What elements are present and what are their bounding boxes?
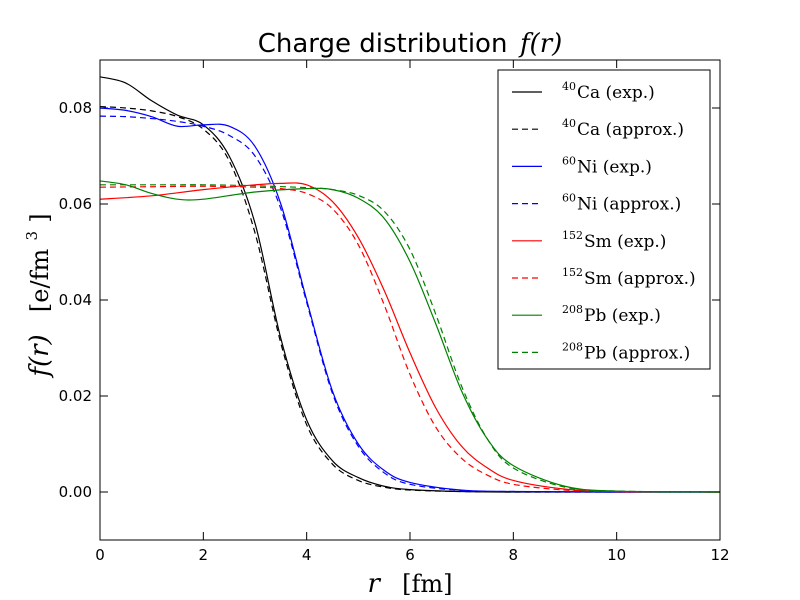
legend-label: 208Pb (approx.) [562, 340, 690, 363]
legend-label: 40Ca (exp.) [562, 80, 655, 103]
x-axis-label-var: r [367, 569, 381, 599]
legend-label: 60Ni (approx.) [562, 192, 681, 215]
svg-text:f(r) [e/fm 3: f(r) [e/fm 3 ] [14, 213, 55, 378]
y-tick-label: 0.00 [59, 483, 92, 501]
series-line-208-pb-approx [100, 184, 721, 493]
y-axis-label-close: ] [26, 213, 54, 222]
x-tick-label: 10 [607, 546, 626, 564]
chart-title-math: f(r) [518, 29, 562, 59]
x-tick-label: 8 [509, 546, 519, 564]
x-tick-label: 0 [95, 546, 105, 564]
y-tick-label: 0.08 [59, 99, 92, 117]
series-line-152-sm-approx [99, 185, 721, 493]
y-tick-label: 0.04 [59, 291, 92, 309]
x-tick-label: 12 [710, 546, 729, 564]
plot-lines [99, 76, 721, 493]
y-tick-label: 0.02 [59, 387, 92, 405]
chart-title: Charge distribution f(r) [258, 29, 563, 59]
x-tick-label: 2 [199, 546, 209, 564]
series-line-60-ni-approx [99, 115, 721, 493]
legend: 40Ca (exp.) 40Ca (approx.) 60Ni (exp.) 60Ni… [497, 69, 711, 370]
legend-label: 208Pb (exp.) [562, 303, 661, 326]
y-axis-label-unit: [e/fm [26, 249, 54, 313]
y-axis-label-exp: 3 [23, 231, 41, 241]
chart-title-text: Charge distribution [258, 29, 508, 59]
axis-ticks: 0 2 4 6 8 10 12 0.00 0.02 0.04 0.06 0.08 [59, 60, 730, 564]
series-line-208-pb-exp [99, 180, 721, 493]
y-tick-label: 0.06 [59, 195, 92, 213]
y-axis-label: f(r) [e/fm 3 ] [14, 213, 55, 378]
x-tick-label: 4 [302, 546, 312, 564]
plot-frame [99, 59, 721, 541]
legend-label: 60Ni (exp.) [562, 154, 652, 177]
legend-label: 40Ca (approx.) [562, 117, 684, 140]
legend-label: 152Sm (approx.) [562, 266, 696, 289]
x-tick-label: 6 [405, 546, 415, 564]
x-axis-label: r [fm] [367, 569, 452, 599]
legend-box [497, 69, 711, 370]
y-axis-label-var: f(r) [25, 334, 55, 378]
x-axis-label-unit: [fm] [402, 570, 452, 598]
legend-label: 152Sm (exp.) [562, 229, 666, 252]
